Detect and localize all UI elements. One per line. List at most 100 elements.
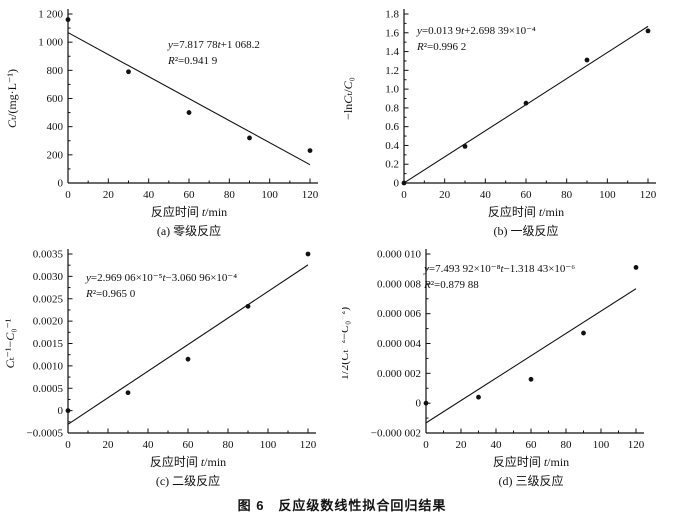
data-point	[476, 394, 481, 400]
data-point	[581, 330, 586, 336]
y-tick-label: 0	[394, 178, 400, 190]
y-tick-label: 800	[47, 65, 64, 77]
y-axis-label: −lnCₜ/C₀	[342, 77, 355, 120]
y-tick-label: 0.000 008	[377, 278, 422, 290]
x-tick-label: 120	[300, 439, 317, 451]
data-point	[185, 356, 191, 362]
y-tick-label: 0.2	[385, 159, 399, 171]
chart-a: 0 20 40 60 80 100 120 0 200 400 600 800 1 000 1 200 y=…	[5, 9, 319, 239]
x-tick-label: 40	[143, 189, 155, 201]
y-tick-label: 0.0035	[33, 249, 64, 261]
data-point	[125, 390, 131, 396]
x-tick-label: 40	[480, 189, 492, 201]
data-point	[305, 251, 311, 257]
x-tick-label: 60	[183, 439, 195, 451]
data-point	[247, 135, 252, 141]
x-tick-label: 80	[224, 189, 236, 201]
y-tick-label: 1.2	[385, 65, 399, 77]
x-tick-label: 40	[143, 439, 155, 451]
equation-label: y=2.969 06×10⁻⁵t−3.060 96×10⁻⁴	[85, 272, 237, 284]
y-axis-label: 1/2(Cₜ⁻²−C₀⁻²)	[342, 307, 351, 380]
fit-line	[67, 264, 309, 425]
y-tick-label: 0	[58, 405, 64, 417]
chart-b: 0 20 40 60 80 100 120 0 0.2 0.4 0.6 0.8 1.0 1.2 1.4 1.6…	[341, 9, 657, 239]
y-tick-label: 0.000 004	[377, 338, 422, 350]
y-tick-label: 0.0015	[33, 338, 64, 350]
figure-caption: 图 6 反应级数线性拟合回归结果	[237, 498, 447, 513]
x-tick-label: 0	[401, 189, 407, 201]
subplot-b: 0 20 40 60 80 100 120 0 0.2 0.4 0.6 0.8 1.0 1.2 1.4 1.6…	[341, 0, 684, 240]
y-tick-label: 0.000 006	[377, 308, 422, 320]
subplot-caption: (a) 零级反应	[157, 223, 221, 238]
data-point	[307, 148, 313, 154]
x-tick-label: 40	[491, 439, 503, 451]
y-tick-label: −0.000 002	[371, 428, 421, 440]
data-point	[423, 400, 429, 406]
y-tick-label: 0	[58, 178, 64, 190]
y-tick-label: 1.4	[385, 46, 399, 58]
data-point	[65, 408, 71, 414]
data-point	[126, 69, 131, 75]
equation-label: y=7.493 92×10⁻⁸t−1.318 43×10⁻⁶	[423, 263, 575, 275]
x-tick-label: 60	[526, 439, 538, 451]
data-point	[584, 57, 590, 63]
x-tick-label: 20	[439, 189, 451, 201]
x-tick-label: 0	[423, 439, 429, 451]
subplot-d: 0 20 40 60 80 100 120 −0.000 002 0 0.000 002 0.000…	[337, 240, 684, 490]
y-tick-label: 1.0	[385, 84, 399, 96]
data-point	[65, 17, 71, 23]
x-tick-label: 100	[261, 189, 278, 201]
y-tick-label: 0	[416, 398, 422, 410]
r-squared-label: R²=0.965 0	[85, 288, 136, 300]
y-tick-label: 0.0020	[33, 316, 64, 328]
y-tick-label: 1.8	[385, 9, 399, 21]
x-tick-label: 120	[628, 439, 645, 451]
subplot-c: 0 20 40 60 80 100 120 −0.0005 0 0.0005 0.0010 0.001…	[0, 240, 342, 490]
x-tick-label: 100	[593, 439, 610, 451]
data-point	[245, 303, 251, 309]
y-tick-label: 0.000 002	[377, 368, 421, 380]
x-tick-label: 120	[302, 189, 319, 201]
subplot-caption: (b) 一级反应	[494, 223, 559, 238]
y-tick-label: 1.6	[385, 27, 399, 39]
data-point	[645, 28, 651, 34]
x-tick-label: 80	[223, 439, 235, 451]
x-tick-label: 20	[103, 189, 115, 201]
y-tick-label: 0.0025	[33, 293, 64, 305]
y-tick-label: 600	[47, 93, 64, 105]
equation-label: y=0.013 9t+2.698 39×10⁻⁴	[416, 25, 536, 37]
x-tick-label: 0	[65, 439, 71, 451]
x-tick-label: 80	[561, 439, 573, 451]
y-tick-label: 1 200	[38, 9, 63, 21]
y-tick-label: 0.000 010	[377, 249, 422, 261]
x-axis-label: 反应时间 t/min	[150, 454, 226, 469]
subplot-a: 0 20 40 60 80 100 120 0 200 400 600 800 1 000 1 200 y=…	[0, 0, 342, 240]
y-tick-label: 0.4	[385, 140, 399, 152]
fit-line	[425, 288, 637, 424]
y-axis-label: Cₜ/(mg·L⁻¹)	[5, 69, 19, 128]
x-tick-label: 120	[640, 189, 657, 201]
data-point	[523, 100, 529, 106]
x-tick-label: 0	[65, 189, 71, 201]
data-point	[401, 180, 407, 186]
x-axis-label: 反应时间 t/min	[488, 204, 564, 219]
r-squared-label: R²=0.996 2	[416, 41, 466, 53]
fit-line	[67, 32, 311, 166]
y-tick-label: 0.6	[385, 121, 399, 133]
y-tick-label: 1 000	[38, 37, 63, 49]
x-axis-label: 反应时间 t/min	[151, 204, 227, 219]
y-tick-label: 0.0030	[33, 271, 64, 283]
y-axis-label: Cₜ⁻¹−C₀⁻¹	[3, 318, 17, 368]
y-tick-label: 0.0010	[33, 360, 64, 372]
data-point	[528, 376, 534, 382]
x-tick-label: 60	[184, 189, 196, 201]
y-tick-label: 400	[47, 121, 64, 133]
x-tick-label: 60	[521, 189, 533, 201]
data-point	[462, 143, 468, 149]
subplot-caption: (d) 三级反应	[499, 473, 564, 488]
x-tick-label: 80	[561, 189, 573, 201]
y-tick-label: 0.8	[385, 102, 399, 114]
y-tick-label: 200	[47, 149, 64, 161]
x-tick-label: 20	[456, 439, 468, 451]
